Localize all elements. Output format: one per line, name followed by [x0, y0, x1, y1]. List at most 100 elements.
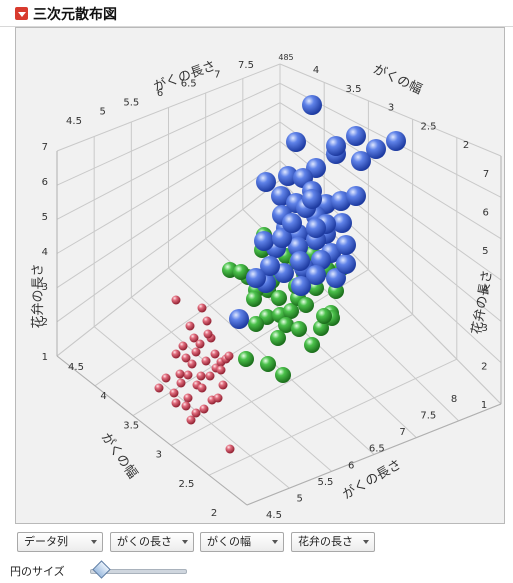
- grid-line-back-right-h: [279, 63, 502, 157]
- data-column-label: データ列: [24, 535, 68, 548]
- tick-label: 7: [483, 169, 489, 180]
- report-title: 三次元散布図: [33, 7, 117, 23]
- grid-line-floor-a: [131, 296, 332, 472]
- axis-title-petal-length-right: 花弁の長さ: [469, 269, 496, 336]
- tick-label: 6.5: [369, 444, 385, 455]
- point-setosa: [185, 321, 195, 331]
- point-setosa: [197, 383, 207, 393]
- z-axis-label: 花弁の長さ: [298, 535, 353, 548]
- tick-label: 7: [214, 69, 220, 80]
- point-setosa: [187, 359, 197, 369]
- tick-label: 4.5: [266, 510, 282, 521]
- point-setosa: [171, 398, 181, 408]
- box-edge: [56, 355, 248, 506]
- grid-line-back-left-h: [56, 121, 281, 254]
- grid-line-back-left-h: [56, 160, 281, 323]
- point-setosa: [181, 353, 191, 363]
- tick-label: 2.5: [421, 121, 437, 132]
- point-setosa: [201, 356, 211, 366]
- tick-label: 7: [399, 427, 405, 438]
- point-setosa: [213, 393, 223, 403]
- point-virginica: [286, 132, 306, 152]
- bubble-size-slider-thumb[interactable]: [92, 560, 111, 579]
- point-versicolor: [233, 264, 249, 280]
- grid-line-back-left-h: [56, 102, 281, 220]
- data-column-dropdown[interactable]: データ列: [17, 532, 103, 552]
- tick-label: 3.5: [346, 84, 362, 95]
- tick-label: 1: [42, 352, 48, 363]
- tick-label: 5.5: [317, 477, 333, 488]
- point-setosa: [196, 371, 206, 381]
- point-versicolor: [271, 290, 287, 306]
- point-virginica: [302, 189, 322, 209]
- point-setosa: [224, 351, 234, 361]
- point-setosa: [154, 383, 164, 393]
- tick-label: 7: [42, 142, 48, 153]
- point-versicolor: [291, 321, 307, 337]
- point-virginica: [272, 228, 292, 248]
- point-virginica: [271, 186, 291, 206]
- point-setosa: [197, 303, 207, 313]
- data-points: [154, 95, 406, 454]
- point-setosa: [205, 371, 215, 381]
- axis-title-petal-length-left: 花弁の長さ: [30, 263, 46, 328]
- tick-label: 2: [481, 362, 487, 373]
- point-setosa: [191, 408, 201, 418]
- tick-label: 4.5: [66, 116, 82, 127]
- point-versicolor: [248, 316, 264, 332]
- grid-line-floor-b: [208, 358, 458, 476]
- tick-label: 4: [100, 391, 106, 402]
- point-setosa: [178, 341, 188, 351]
- point-setosa: [210, 349, 220, 359]
- point-virginica: [260, 256, 280, 276]
- chevron-down-icon: [272, 540, 278, 544]
- tick-label: 5: [482, 246, 488, 257]
- point-setosa: [181, 401, 191, 411]
- point-virginica: [256, 172, 276, 192]
- point-virginica: [291, 276, 311, 296]
- bubble-size-slider-track[interactable]: [90, 569, 187, 574]
- point-setosa: [171, 349, 181, 359]
- point-versicolor: [283, 303, 299, 319]
- point-versicolor: [278, 317, 294, 333]
- x-axis-dropdown[interactable]: がくの長さ: [110, 532, 194, 552]
- tick-label: 2: [211, 508, 217, 519]
- point-virginica: [326, 268, 346, 288]
- disclosure-triangle-icon[interactable]: [15, 7, 28, 20]
- scatter-3d-plot[interactable]: 4.5 5 5.5 6 6.5 7 7.5 がくの長さ 4 3.5 3 2.5 2 がくの幅 485 1 2 3 4…: [15, 27, 505, 524]
- point-virginica: [346, 186, 366, 206]
- x-axis-label: がくの長さ: [117, 535, 172, 548]
- point-versicolor: [298, 297, 314, 313]
- box-edge: [246, 403, 502, 506]
- z-axis-dropdown[interactable]: 花弁の長さ: [291, 532, 375, 552]
- point-versicolor: [316, 308, 332, 324]
- point-virginica: [278, 166, 298, 186]
- point-setosa: [183, 370, 193, 380]
- point-setosa: [189, 333, 199, 343]
- point-virginica: [290, 251, 310, 271]
- y-axis-dropdown[interactable]: がくの幅: [200, 532, 284, 552]
- point-versicolor: [275, 367, 291, 383]
- axis-title-sepal-width-front: がくの幅: [98, 430, 140, 481]
- tick-label: 6.5: [181, 79, 197, 90]
- point-virginica: [326, 136, 346, 156]
- point-versicolor: [260, 356, 276, 372]
- tick-label: 2: [463, 140, 469, 151]
- axis-title-sepal-width-back: がくの幅: [371, 62, 424, 98]
- tick-label: 5: [297, 493, 303, 504]
- tick-label: 6: [348, 460, 354, 471]
- tick-label: 6: [42, 177, 48, 188]
- tick-label: 7.5: [238, 60, 254, 71]
- tick-label: 3.5: [123, 420, 139, 431]
- tick-label: 4: [42, 247, 48, 258]
- point-setosa: [186, 415, 196, 425]
- tick-label: 3: [481, 323, 487, 334]
- tick-label: 1: [481, 400, 487, 411]
- point-setosa: [202, 316, 212, 326]
- tick-label: 2.5: [178, 479, 194, 490]
- tick-label: 2: [42, 317, 48, 328]
- point-virginica: [306, 265, 326, 285]
- tick-label: 4.5: [68, 362, 84, 373]
- tick-label: 7.5: [420, 411, 436, 422]
